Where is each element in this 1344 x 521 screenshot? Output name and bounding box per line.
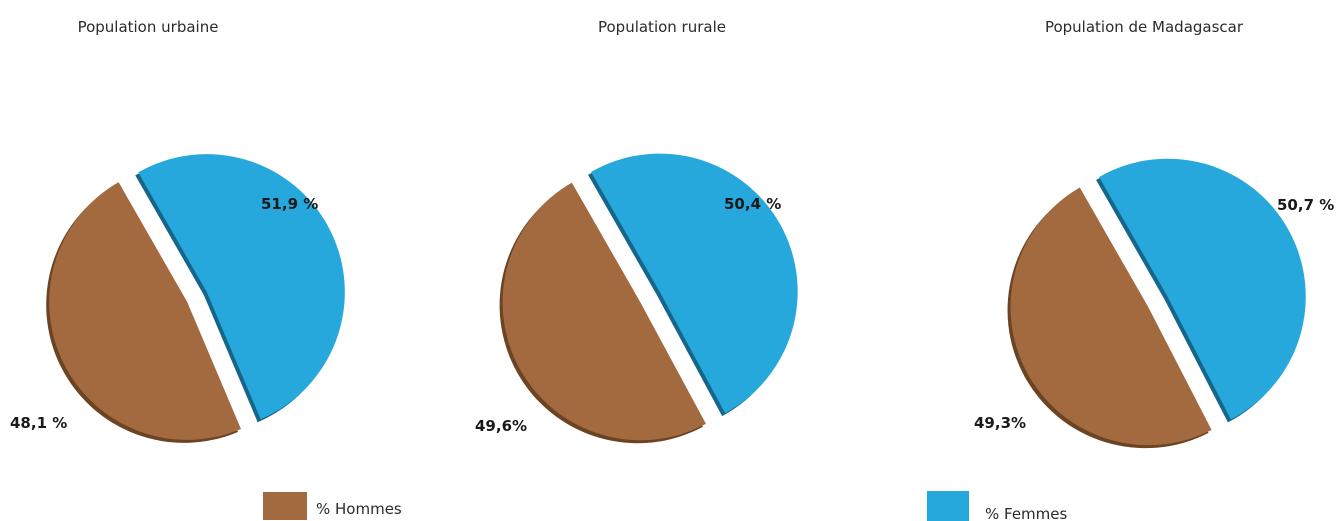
slice-femmes [1096,158,1306,423]
slice-hommes-face [1010,187,1212,446]
label-femmes: 50,7 % [1277,196,1334,214]
pie-title: Population rurale [598,18,726,36]
slice-femmes-face [138,154,345,420]
slice-hommes-face [49,182,241,440]
slice-femmes-face [1099,158,1306,420]
slice-femmes [135,154,345,423]
label-femmes: 50,4 % [724,195,781,213]
legend-femmes: % Femmes [927,491,1068,521]
legend-hommes-label: % Hommes [316,500,402,518]
label-hommes: 49,3% [974,414,1026,432]
legend-femmes-swatch [927,491,969,521]
legend-hommes: % Hommes [263,492,402,520]
slice-femmes [588,153,798,417]
pie-chart-rurale: Population rurale 49,6% 50,4 % [475,18,798,444]
slice-hommes-face [502,182,706,441]
slice-hommes [46,182,241,443]
slice-femmes-face [591,153,798,414]
label-femmes: 51,9 % [261,195,318,213]
slice-hommes [499,182,706,444]
legend-hommes-swatch [263,492,307,520]
label-hommes: 49,6% [475,417,527,435]
label-hommes: 48,1 % [10,414,67,432]
pie-title: Population urbaine [78,18,219,36]
legend-femmes-label: % Femmes [985,505,1068,521]
pie-chart-urbaine: Population urbaine 48,1 % 51,9 % [10,18,345,443]
pie-title: Population de Madagascar [1045,18,1244,36]
pie-chart-madagascar: Population de Madagascar 49,3% 50,7 % [974,18,1334,449]
slice-hommes [1007,187,1212,449]
